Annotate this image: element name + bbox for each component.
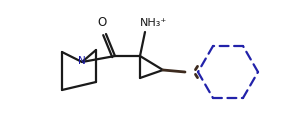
Text: N: N (78, 56, 86, 66)
Text: NH₃⁺: NH₃⁺ (139, 18, 167, 28)
Text: O: O (97, 16, 107, 29)
